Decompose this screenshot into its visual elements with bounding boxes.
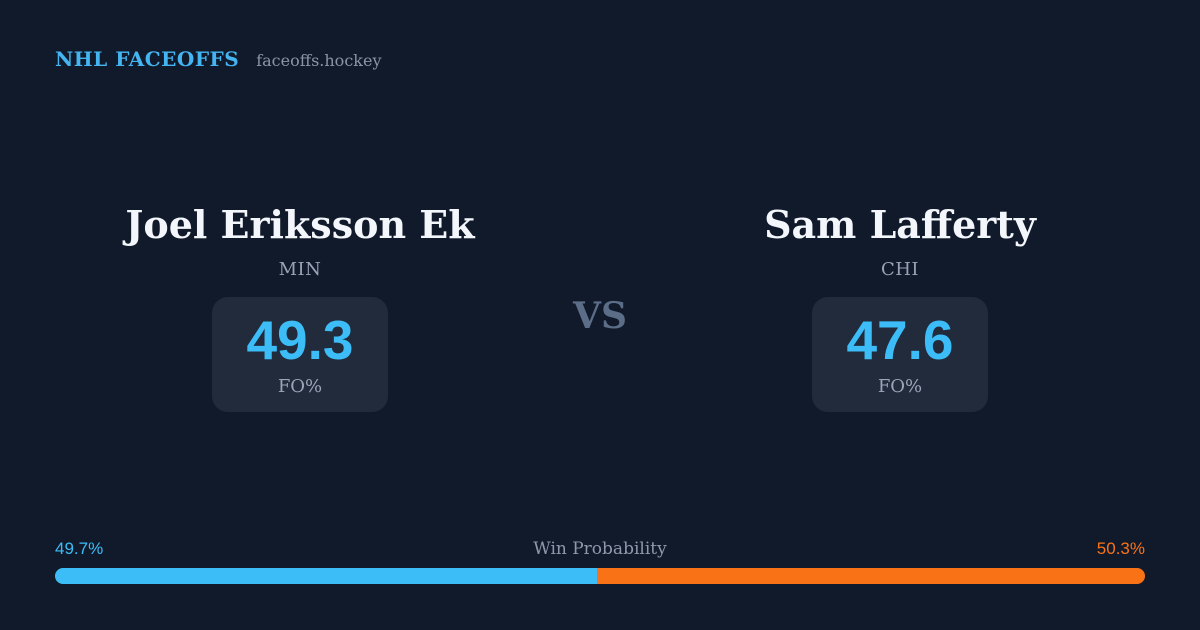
win-probability-labels: 49.7% Win Probability 50.3%	[55, 539, 1145, 559]
win-prob-fill-left	[55, 568, 597, 584]
player-name: Sam Lafferty	[764, 202, 1036, 247]
win-probability-title: Win Probability	[533, 539, 667, 559]
stat-box: 49.3 FO%	[212, 297, 388, 412]
header: NHL FACEOFFS faceoffs.hockey	[55, 47, 381, 71]
matchup-section: Joel Eriksson Ek MIN 49.3 FO% Sam Laffer…	[0, 202, 1200, 412]
player-card-right: Sam Lafferty CHI 47.6 FO%	[600, 202, 1200, 412]
site-url: faceoffs.hockey	[256, 51, 382, 70]
player-card-left: Joel Eriksson Ek MIN 49.3 FO%	[0, 202, 600, 412]
stat-value: 49.3	[246, 308, 354, 371]
player-team: MIN	[278, 259, 322, 280]
stat-value: 47.6	[846, 308, 954, 371]
vs-label: VS	[573, 295, 627, 337]
stat-label: FO%	[877, 375, 923, 397]
left-probability-value: 49.7%	[55, 539, 104, 558]
stat-label: FO%	[277, 375, 323, 397]
win-probability-bar	[55, 568, 1145, 584]
player-team: CHI	[880, 259, 920, 280]
right-probability-value: 50.3%	[1096, 539, 1145, 558]
brand-title: NHL FACEOFFS	[55, 47, 240, 71]
stat-box: 47.6 FO%	[812, 297, 988, 412]
player-name: Joel Eriksson Ek	[125, 202, 475, 247]
win-probability-section: 49.7% Win Probability 50.3%	[55, 539, 1145, 584]
win-prob-fill-right	[596, 568, 1145, 584]
